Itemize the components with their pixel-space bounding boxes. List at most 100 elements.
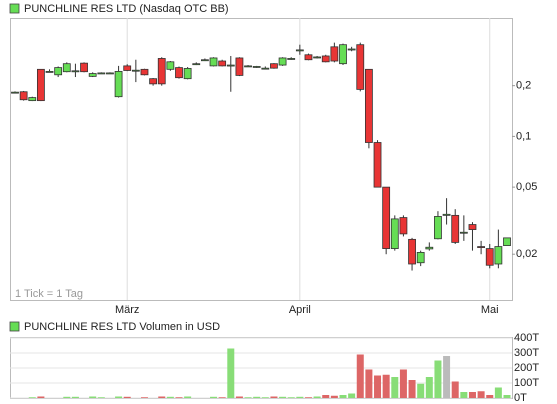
- volume-bar: [460, 392, 468, 398]
- volume-bar: [356, 354, 364, 398]
- candle-body: [373, 142, 382, 188]
- volume-bar: [348, 393, 356, 398]
- volume-bar: [443, 356, 451, 398]
- candle-body: [399, 217, 408, 235]
- candle-body: [356, 44, 365, 90]
- volume-bar: [279, 396, 287, 398]
- candle-body: [244, 65, 252, 68]
- volume-bar: [382, 374, 390, 398]
- volume-bar: [261, 397, 269, 398]
- candle-body: [200, 59, 209, 62]
- volume-bar: [486, 395, 494, 398]
- volume-bar: [37, 396, 45, 398]
- candle-body: [166, 61, 175, 70]
- candle-body: [295, 49, 304, 52]
- volume-bar: [287, 397, 295, 398]
- y-tick-label: 400T: [514, 332, 539, 344]
- volume-bar: [339, 395, 347, 398]
- annotation: 1 Tick = 1 Tag: [15, 288, 83, 300]
- volume-bar: [425, 377, 433, 398]
- candle-body: [131, 69, 140, 72]
- volume-bar: [451, 381, 459, 398]
- candle-body: [252, 66, 261, 68]
- candle-body: [140, 68, 149, 76]
- candle-body: [468, 224, 477, 230]
- y-tick-label: 300T: [514, 347, 539, 359]
- candle-body: [71, 70, 80, 73]
- y-tick-label: 0,05: [516, 181, 537, 193]
- volume-bar: [210, 396, 218, 398]
- legend-swatch: [9, 321, 20, 332]
- candle-body: [149, 78, 158, 85]
- candle-body: [364, 68, 373, 143]
- volume-bar: [227, 348, 235, 398]
- candle-body: [80, 62, 88, 73]
- volume-bar: [184, 396, 192, 398]
- candle-body: [97, 72, 106, 75]
- candle-body: [494, 246, 503, 265]
- candle-body: [114, 71, 123, 98]
- candle-body: [19, 91, 28, 101]
- volume-bar: [89, 396, 97, 398]
- volume-bar: [374, 375, 382, 398]
- candle-body: [270, 63, 278, 69]
- candle-body: [287, 58, 296, 60]
- y-tick-label: 0,02: [516, 248, 537, 260]
- volume-bar: [494, 387, 502, 398]
- volume-bar: [417, 383, 425, 398]
- candle-body: [313, 56, 322, 59]
- volume-bar: [166, 396, 174, 398]
- candle-body: [408, 238, 416, 265]
- candle-body: [62, 63, 71, 73]
- candle-body: [434, 216, 442, 240]
- candle-body: [390, 218, 399, 249]
- x-tick-label: Mai: [481, 304, 499, 316]
- candle-body: [28, 97, 37, 102]
- candle-body: [157, 58, 166, 85]
- candle-body: [218, 60, 227, 67]
- candle-body: [416, 252, 425, 264]
- candle-body: [442, 213, 451, 216]
- candle-body: [321, 55, 330, 63]
- volume-bar: [253, 396, 261, 398]
- candle-body: [459, 231, 468, 234]
- volume-bar: [304, 397, 312, 398]
- volume-bar: [365, 369, 373, 398]
- volume-bar: [322, 395, 330, 398]
- candle-body: [192, 63, 201, 66]
- volume-bar: [123, 396, 131, 398]
- volume-bar: [391, 377, 399, 398]
- volume-bar: [158, 396, 166, 398]
- volume-bar: [408, 380, 416, 398]
- volume-bar: [468, 392, 476, 398]
- candle-body: [451, 214, 460, 243]
- candle-body: [339, 44, 347, 65]
- candle-body: [54, 67, 63, 76]
- candle-body: [261, 67, 270, 70]
- candle-body: [45, 71, 54, 73]
- volume-bar: [330, 395, 338, 398]
- volume-bar: [477, 391, 485, 398]
- candle-body: [226, 64, 235, 67]
- candle-body: [36, 68, 45, 102]
- volume-bar: [218, 397, 226, 398]
- volume-bar: [63, 396, 71, 398]
- candle-body: [425, 246, 434, 250]
- y-tick-label: 0,2: [516, 80, 531, 92]
- volume-bar: [270, 396, 278, 398]
- volume-bar: [244, 397, 252, 398]
- volume-bar: [296, 396, 304, 398]
- candle-body: [330, 46, 339, 62]
- volume-title: PUNCHLINE RES LTD Volumen in USD: [24, 321, 220, 333]
- candle-body: [106, 72, 114, 75]
- plot-area: [10, 18, 513, 301]
- volume-bar: [434, 360, 442, 398]
- volume-bar: [115, 396, 123, 398]
- volume-bar: [399, 369, 407, 398]
- candle-body: [183, 68, 192, 80]
- candle-body: [88, 73, 97, 77]
- candle-body: [503, 237, 511, 246]
- y-tick-label: 0,1: [516, 130, 531, 142]
